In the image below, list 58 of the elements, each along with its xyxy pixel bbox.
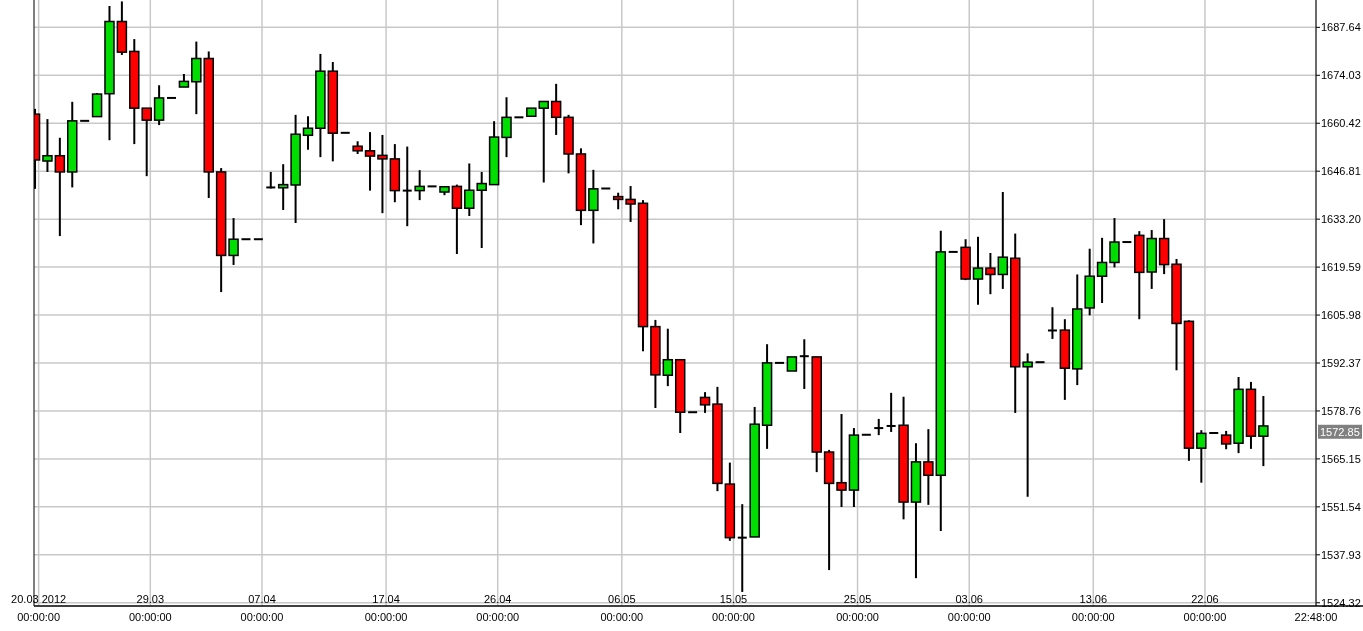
candlestick [401, 145, 413, 228]
candlestick [662, 327, 674, 388]
candlestick [364, 131, 376, 192]
candlestick [451, 183, 463, 256]
y-tick-label: 1660.42 [1321, 117, 1361, 130]
y-tick-label: 1619.59 [1321, 260, 1361, 273]
y-tick-label: 1633.20 [1321, 213, 1361, 225]
x-tick-label: 17.04 00:00:00 [364, 593, 408, 623]
candlestick [736, 503, 748, 593]
x-tick-label: 22.06 00:00:00 [1183, 593, 1227, 623]
candlestick [1046, 306, 1058, 340]
y-tick-label: 1565.15 [1321, 452, 1361, 465]
x-tick-label: 13.06 00:00:00 [1071, 593, 1115, 623]
x-tick-label: 06.05 00:00:00 [600, 593, 644, 623]
candlestick [972, 235, 984, 306]
candlestick [985, 251, 996, 296]
candlestick [1022, 352, 1033, 498]
candlestick [414, 169, 425, 202]
x-tick-label: 03.06 00:00:00 [947, 593, 991, 623]
y-tick-label: 1605.98 [1321, 308, 1361, 321]
candlestick [699, 391, 711, 414]
candlestick [1109, 217, 1120, 269]
candlestick [54, 136, 66, 238]
x-tick-label: 26.04 00:00:00 [476, 593, 520, 623]
candlestick [1096, 236, 1108, 304]
candlestick [501, 96, 512, 159]
x-tick-label: 25.05 00:00:00 [836, 593, 879, 623]
x-tick-label: 22:48:00 [1294, 611, 1338, 623]
candlestick [42, 118, 53, 173]
candlestick [377, 133, 388, 215]
candlestick [302, 115, 314, 151]
x-tick-label: 20.03 2012 00:00:00 [11, 593, 67, 623]
candlestick [798, 338, 810, 390]
y-tick-label: 1578.76 [1321, 404, 1361, 417]
y-tick-label: 1537.93 [1321, 548, 1361, 561]
candlestick [885, 391, 897, 433]
y-tick-label: 1674.03 [1321, 69, 1361, 82]
y-tick-label: 1687.64 [1321, 21, 1361, 34]
candlestick [550, 82, 562, 136]
candlestick [588, 168, 599, 245]
candlestick [1196, 429, 1207, 484]
x-tick-label: 29.03 00:00:00 [128, 593, 172, 623]
candlestick [277, 163, 289, 211]
y-tick-label: 1646.81 [1321, 165, 1361, 178]
y-tick-label: 1551.54 [1321, 500, 1361, 513]
candlestick [91, 92, 103, 118]
candlestick [923, 428, 934, 506]
candlestick [228, 217, 239, 266]
annotation: 1572.85 [1320, 425, 1360, 438]
candlestick [625, 185, 636, 223]
candlestick [1258, 395, 1269, 468]
candlestick [836, 412, 847, 508]
x-tick-label: 07.04 00:00:00 [240, 593, 284, 623]
candlestick [1220, 429, 1232, 451]
y-tick-label: 1592.37 [1321, 356, 1361, 369]
candlestick [997, 191, 1009, 290]
candlestick [153, 84, 165, 127]
x-tick-label: 15.05 00:00:00 [712, 593, 755, 623]
